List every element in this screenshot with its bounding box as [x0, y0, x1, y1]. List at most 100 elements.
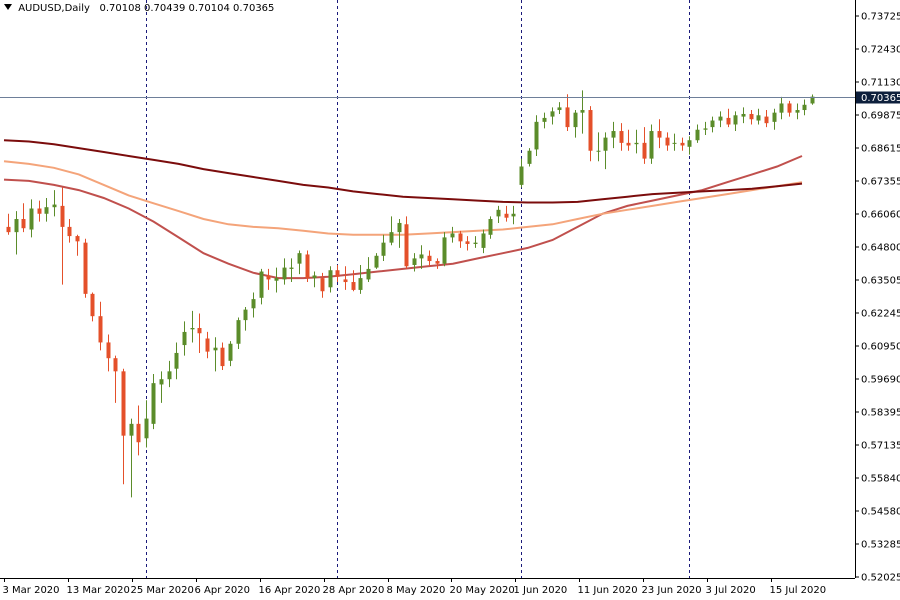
candle: [389, 216, 394, 246]
y-tick-label: 0.72430: [861, 45, 900, 56]
candle: [113, 355, 118, 403]
candle-body: [243, 309, 248, 321]
candle: [197, 313, 202, 353]
candle: [573, 110, 578, 138]
candle: [83, 238, 88, 298]
candle: [21, 203, 26, 233]
candle: [665, 132, 670, 151]
candle-body: [29, 208, 34, 230]
candle-body: [289, 267, 294, 269]
candle: [251, 292, 256, 318]
candle: [228, 341, 233, 367]
x-tick-label: 20 May 2020: [450, 585, 515, 596]
candle: [98, 301, 103, 351]
candle: [772, 108, 777, 130]
candle: [343, 266, 348, 290]
candle-body: [772, 112, 777, 122]
candle-body: [557, 107, 562, 111]
candle: [236, 317, 241, 350]
candle: [151, 373, 156, 430]
candle: [756, 108, 761, 125]
candle: [565, 94, 570, 132]
candle-body: [802, 104, 807, 111]
candle: [213, 337, 218, 372]
candle-body: [259, 271, 264, 298]
candle: [657, 119, 662, 149]
candle: [282, 258, 287, 285]
candle: [351, 270, 356, 292]
candle: [167, 360, 172, 388]
candle-body: [779, 103, 784, 113]
x-tick-label: 15 Jul 2020: [770, 585, 827, 596]
candle: [136, 405, 141, 456]
candle: [37, 200, 42, 222]
candle: [634, 129, 639, 154]
candle: [75, 234, 80, 256]
candle: [335, 264, 340, 283]
candle-body: [626, 142, 631, 146]
candle-body: [419, 254, 424, 259]
candle: [534, 115, 539, 156]
candle-body: [787, 103, 792, 113]
candle-body: [52, 204, 57, 208]
candle: [504, 205, 509, 222]
y-tick-label: 0.62245: [861, 309, 900, 320]
candle: [243, 306, 248, 331]
candle: [749, 110, 754, 125]
candle-body: [450, 233, 455, 238]
candle: [397, 219, 402, 248]
candle: [427, 250, 432, 267]
y-tick-label: 0.60950: [861, 342, 900, 353]
candle: [60, 187, 65, 285]
candle-body: [358, 278, 363, 290]
candle-body: [596, 150, 601, 152]
candle: [802, 99, 807, 116]
x-tick-label: 11 Jun 2020: [578, 585, 638, 596]
candle-body: [733, 115, 738, 125]
candle: [611, 121, 616, 149]
candle: [726, 108, 731, 128]
candle-body: [580, 110, 585, 113]
candle-body: [389, 232, 394, 243]
candle-body: [14, 219, 19, 233]
candle-body: [343, 279, 348, 283]
candle: [703, 121, 708, 135]
candle: [718, 111, 723, 128]
candle: [473, 236, 478, 248]
candle-body: [6, 226, 11, 233]
candle-body: [374, 255, 379, 268]
candle: [289, 258, 294, 283]
candle: [29, 199, 34, 238]
candle-body: [228, 343, 233, 361]
candle-body: [710, 120, 715, 128]
candle: [603, 132, 608, 170]
candle-body: [381, 242, 386, 256]
candle: [121, 368, 126, 485]
candle: [588, 106, 593, 162]
candle: [649, 124, 654, 164]
candle: [511, 205, 516, 225]
current-price-box: [856, 91, 900, 104]
candle-body: [534, 121, 539, 150]
header-dropdown-icon[interactable]: [4, 4, 12, 10]
candle-body: [190, 327, 195, 330]
candle-body: [121, 371, 126, 436]
candle: [596, 132, 601, 162]
candle-body: [282, 267, 287, 280]
candle-body: [680, 142, 685, 146]
y-tick-label: 0.67355: [861, 177, 900, 188]
x-tick-label: 3 Jul 2020: [706, 585, 756, 596]
candle: [144, 400, 149, 448]
candle-body: [703, 128, 708, 130]
moving-average-1: [3, 160, 803, 236]
x-tick-label: 3 Mar 2020: [3, 585, 60, 596]
candle-body: [83, 242, 88, 294]
candle-body: [44, 207, 49, 214]
candle: [328, 266, 333, 293]
candle: [810, 94, 815, 105]
candle-body: [67, 226, 72, 237]
candle: [557, 102, 562, 114]
candle-body: [320, 278, 325, 292]
